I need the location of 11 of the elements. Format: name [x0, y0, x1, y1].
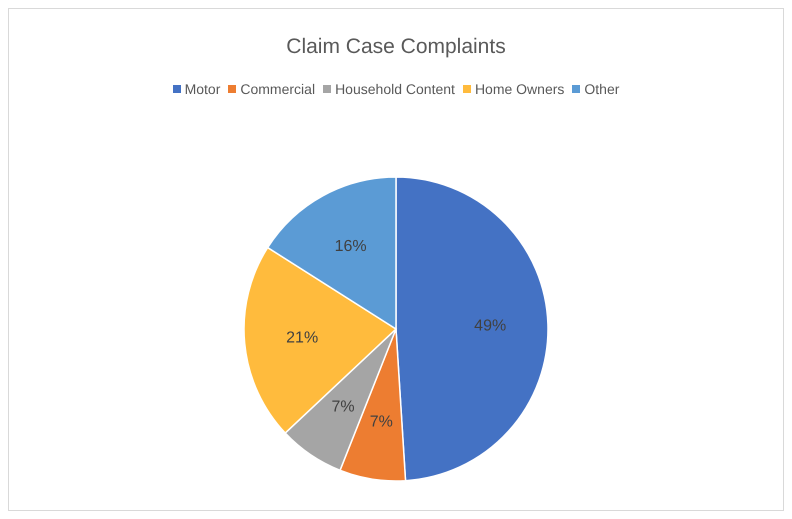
legend-label: Commercial	[239, 81, 316, 97]
data-label: 7%	[370, 414, 393, 431]
data-label: 16%	[334, 238, 367, 255]
legend-label: Other	[583, 81, 620, 97]
legend-label: Motor	[184, 81, 220, 97]
legend-label: Household Content	[334, 81, 455, 97]
data-label: 49%	[474, 318, 506, 335]
data-label: 7%	[331, 398, 355, 416]
data-label: 21%	[286, 329, 318, 346]
legend-label: Home Owners	[474, 81, 564, 97]
chart-title: Claim Case Complaints	[285, 35, 507, 59]
